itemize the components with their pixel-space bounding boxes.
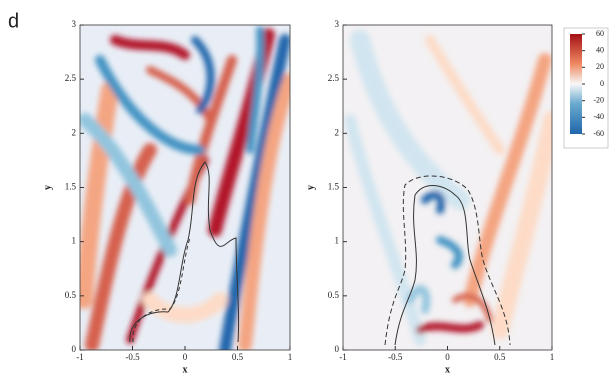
panel-label: d: [8, 10, 19, 32]
y-tick-label: 3: [72, 19, 77, 29]
colorbar: [570, 34, 582, 134]
colorbar-tick-label: 40: [596, 45, 604, 54]
y-axis-label: y: [305, 185, 316, 190]
colorbar-tick-label: -20: [593, 95, 604, 104]
y-tick-label: 0: [72, 344, 77, 354]
field-right: [343, 25, 552, 350]
x-tick-label: 0: [183, 352, 188, 362]
y-tick-label: 1.5: [328, 182, 340, 192]
y-tick-label: 1.5: [65, 182, 77, 192]
x-tick-label: -0.5: [125, 352, 140, 362]
x-axis-label: x: [445, 364, 450, 375]
x-tick-label: 0: [445, 352, 450, 362]
y-tick-label: 3: [335, 19, 340, 29]
colorbar-tick-label: -40: [593, 112, 604, 121]
y-tick-label: 0: [335, 344, 340, 354]
x-tick-label: -1: [339, 352, 347, 362]
colorbar-tick-label: 60: [596, 29, 604, 38]
y-tick-label: 2: [335, 127, 340, 137]
y-axis-label: y: [42, 185, 53, 190]
x-tick-label: 0.5: [494, 352, 506, 362]
colorbar-tick-label: -60: [593, 129, 604, 138]
x-tick-label: -1: [76, 352, 84, 362]
y-tick-label: 1: [72, 236, 77, 246]
x-tick-label: -0.5: [388, 352, 403, 362]
colorbar-tick-label: 20: [596, 62, 604, 71]
y-tick-label: 2: [72, 127, 77, 137]
x-tick-label: 1: [550, 352, 555, 362]
y-tick-label: 1: [335, 236, 340, 246]
colorbar-tick-label: 0: [600, 79, 604, 88]
y-tick-label: 0.5: [328, 290, 340, 300]
x-tick-label: 1: [288, 352, 293, 362]
y-tick-label: 0.5: [65, 290, 77, 300]
y-tick-label: 2.5: [65, 73, 77, 83]
y-tick-label: 2.5: [328, 73, 340, 83]
field-left: [80, 25, 290, 350]
x-axis-label: x: [183, 364, 188, 375]
x-tick-label: 0.5: [232, 352, 244, 362]
